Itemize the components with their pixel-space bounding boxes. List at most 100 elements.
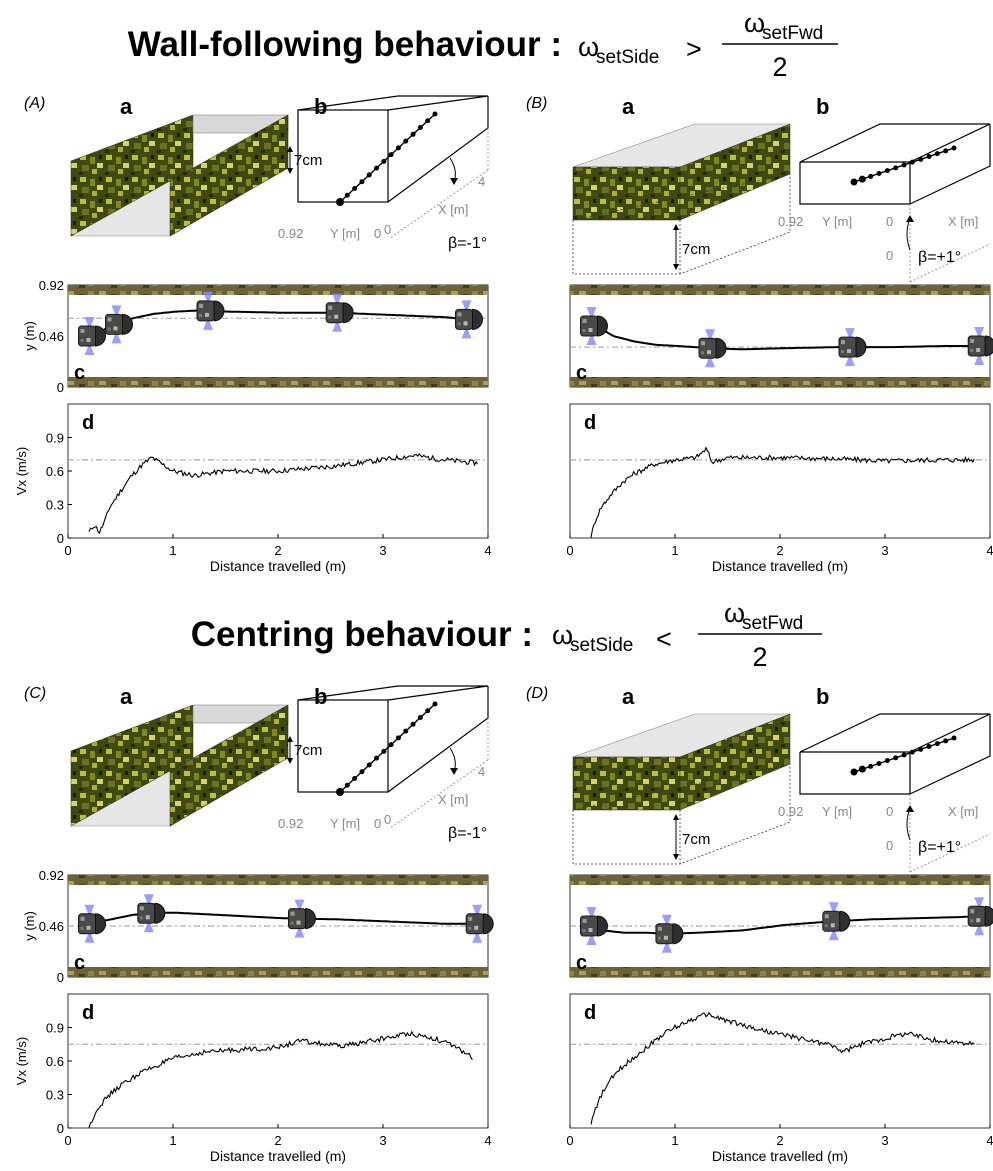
trajectory-point bbox=[374, 755, 380, 761]
trajectory-point bbox=[918, 746, 924, 752]
x-tick-label: 1 bbox=[169, 1133, 176, 1148]
trajectory-point bbox=[403, 138, 409, 144]
trajectory-point bbox=[432, 701, 438, 707]
trajectory-point bbox=[858, 765, 866, 773]
y-tick-label: 0.6 bbox=[46, 464, 64, 479]
vx-plot-frame bbox=[67, 993, 489, 1129]
x-tick-label: 1 bbox=[169, 543, 176, 558]
vx-line bbox=[590, 446, 975, 538]
corridor-left-wall bbox=[572, 756, 681, 811]
vx-plot-frame bbox=[67, 403, 489, 539]
trajectory-point bbox=[366, 172, 372, 178]
x-tick-label: 2 bbox=[776, 1133, 783, 1148]
y-tick-label: 0.92 bbox=[39, 868, 64, 883]
x-tick-label: 0 bbox=[566, 543, 573, 558]
y-max-label: 0.92 bbox=[278, 226, 303, 241]
trajectory-point bbox=[352, 185, 358, 191]
height-arrow-head bbox=[673, 814, 679, 820]
wall-strip-top bbox=[570, 875, 990, 885]
trajectory-point bbox=[403, 728, 409, 734]
trajectory-point bbox=[336, 198, 344, 206]
subplot-label-d: d bbox=[584, 412, 596, 434]
dotted-floor bbox=[572, 763, 791, 865]
heading-omega-fwd: ω bbox=[744, 8, 765, 38]
beta-label: β=+1° bbox=[918, 839, 961, 856]
heading-centring: Centring behaviour : ω setSide < ω setFw… bbox=[191, 598, 822, 672]
heading-label: Centring behaviour : bbox=[191, 615, 533, 654]
panel-id: (A) bbox=[24, 95, 45, 112]
subplot-label-d: d bbox=[584, 1002, 596, 1024]
y-tick-label: 0.46 bbox=[39, 329, 64, 344]
wall-strip-bottom bbox=[68, 967, 488, 977]
trajectory-point bbox=[425, 708, 431, 714]
x-tick-label: 0 bbox=[64, 1133, 71, 1148]
trajectory-point bbox=[943, 738, 949, 744]
y-tick-label: 0 bbox=[57, 380, 64, 395]
y-axis-label: Y [m] bbox=[330, 226, 360, 241]
box-top bbox=[799, 123, 991, 163]
trajectory-point bbox=[432, 111, 438, 117]
trajectory-point bbox=[951, 735, 957, 741]
wall-height-label: 7cm bbox=[682, 831, 710, 848]
trajectory-y-line bbox=[591, 325, 985, 351]
trajectory-point bbox=[850, 768, 858, 776]
corridor-left-wall bbox=[572, 166, 681, 221]
trajectory-point bbox=[943, 148, 949, 154]
trajectory-point bbox=[381, 158, 387, 164]
x-tick-label: 3 bbox=[379, 543, 386, 558]
trajectory-point bbox=[410, 721, 416, 727]
heading-denominator: 2 bbox=[752, 642, 767, 672]
subplot-label-a: a bbox=[622, 94, 635, 119]
vx-plot-frame bbox=[569, 993, 991, 1129]
x-tick-label: 3 bbox=[881, 543, 888, 558]
beta-label: β=-1° bbox=[448, 235, 487, 252]
y-axis-title: Vx (m/s) bbox=[14, 1037, 29, 1085]
trajectory-point bbox=[359, 769, 365, 775]
x-axis-title: Distance travelled (m) bbox=[210, 558, 346, 574]
box-front bbox=[799, 752, 911, 795]
x-tick-label: 4 bbox=[986, 543, 993, 558]
x-tick-label: 4 bbox=[484, 1133, 491, 1148]
heading-omega: ω bbox=[578, 32, 599, 62]
trajectory-point bbox=[876, 761, 882, 766]
wall-height-label: 7cm bbox=[294, 152, 322, 169]
trajectory-point bbox=[417, 715, 423, 721]
y-tick-label: 0.9 bbox=[46, 431, 64, 446]
heading-omega-fwd: ω bbox=[724, 598, 745, 628]
trajectory-point bbox=[425, 118, 431, 124]
origin-label: 0 bbox=[886, 804, 893, 819]
beta-arrow-head bbox=[450, 768, 458, 775]
panel-id: (D) bbox=[526, 685, 548, 702]
trajectory-point bbox=[934, 151, 940, 157]
heading-operator: < bbox=[656, 624, 672, 654]
x-axis-label: X [m] bbox=[948, 804, 978, 819]
trajectory-point bbox=[868, 173, 874, 179]
heading-sub-side: setSide bbox=[596, 47, 659, 68]
subplot-label-c: c bbox=[74, 952, 85, 974]
box-front bbox=[799, 162, 911, 205]
x-max-label: 4 bbox=[478, 764, 485, 779]
trajectory-point bbox=[410, 131, 416, 137]
x-max-label: 4 bbox=[478, 174, 485, 189]
panel-B: (B) a b 7cm 0.92 Y [m] 0 0 X [m] β=+1° c 0 1 2 3 4 Dista… bbox=[526, 94, 993, 574]
trajectory-point bbox=[901, 162, 907, 168]
wall-strip-top bbox=[68, 285, 488, 295]
trajectory-point bbox=[359, 179, 365, 185]
trajectory-point bbox=[893, 165, 899, 171]
y-axis-label: Y [m] bbox=[822, 214, 852, 229]
trajectory-point bbox=[344, 782, 350, 788]
trajectory-point bbox=[909, 159, 915, 165]
trajectory-point bbox=[918, 156, 924, 162]
origin-label: 0 bbox=[374, 816, 381, 831]
x-axis-label: X [m] bbox=[948, 214, 978, 229]
subplot-label-a: a bbox=[622, 684, 635, 709]
subplot-label-d: d bbox=[82, 412, 94, 434]
wall-strip-top bbox=[68, 875, 488, 885]
height-arrow-head bbox=[673, 854, 679, 860]
trajectory-point bbox=[344, 192, 350, 198]
trajectory-point bbox=[417, 125, 423, 131]
trajectory-point bbox=[909, 749, 915, 755]
y-tick-label: 0.92 bbox=[39, 278, 64, 293]
